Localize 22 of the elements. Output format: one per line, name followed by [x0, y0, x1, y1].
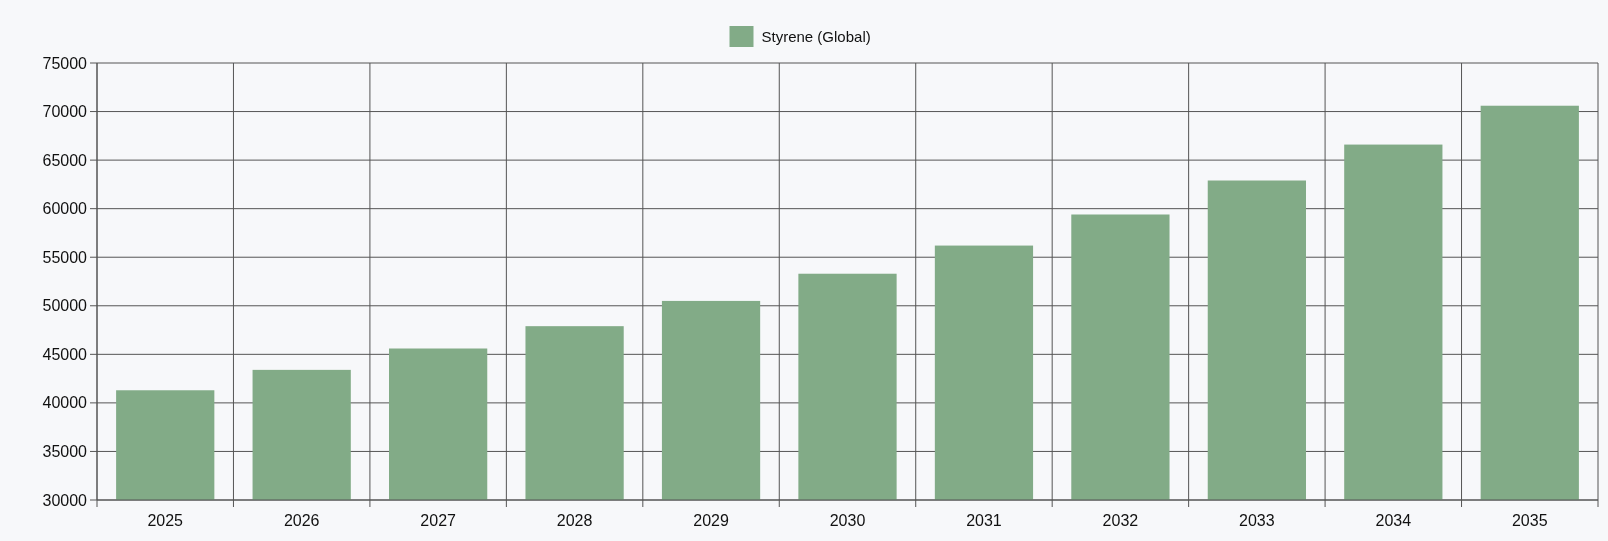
x-tick-label: 2027 — [420, 512, 457, 529]
y-tick-label: 45000 — [42, 345, 88, 363]
x-tick-label: 2035 — [1511, 512, 1548, 529]
y-tick-label: 50000 — [42, 297, 88, 315]
y-tick-label: 60000 — [42, 200, 88, 218]
y-tick-label: 65000 — [42, 151, 88, 169]
legend-label: Styrene (Global) — [761, 28, 871, 46]
x-tick-label: 2033 — [1239, 512, 1275, 529]
y-tick-label: 40000 — [42, 394, 88, 412]
y-tick-label: 70000 — [42, 103, 88, 121]
y-tick-label: 35000 — [42, 443, 88, 461]
x-tick-label: 2029 — [693, 512, 729, 529]
x-tick-label: 2032 — [1102, 512, 1139, 529]
x-tick-label: 2031 — [966, 512, 1002, 529]
y-tick-label: 55000 — [42, 248, 88, 266]
x-tick-label: 2025 — [147, 512, 184, 529]
x-tick-label: 2034 — [1375, 512, 1412, 529]
x-tick-label: 2026 — [283, 512, 320, 529]
x-tick-label: 2028 — [556, 512, 593, 529]
y-tick-label: 75000 — [42, 54, 88, 72]
x-tick-label: 2030 — [829, 512, 866, 529]
y-tick-label: 30000 — [42, 491, 88, 509]
